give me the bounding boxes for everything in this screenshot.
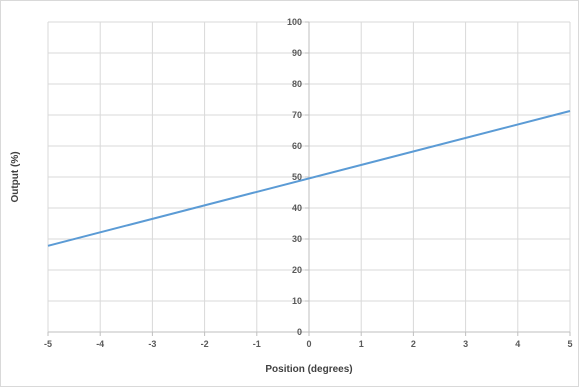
y-tick-label: 100: [287, 17, 302, 27]
x-tick-label: -1: [253, 339, 261, 349]
x-tick-labels: -5 -4 -3 -2 -1 0 1 2 3 4 5: [44, 339, 573, 349]
y-tick-label: 20: [292, 265, 302, 275]
y-tick-label: 0: [297, 327, 302, 337]
x-tick-label: 4: [515, 339, 520, 349]
series-line: [47, 110, 571, 247]
y-tick-label: 60: [292, 141, 302, 151]
x-tick-label: -4: [96, 339, 104, 349]
x-tick-label: 2: [411, 339, 416, 349]
y-axis-title: Output (%): [10, 151, 21, 202]
x-tick-label: -2: [201, 339, 209, 349]
y-tick-label: 50: [292, 172, 302, 182]
axes: [47, 21, 571, 336]
y-tick-label: 90: [292, 48, 302, 58]
y-tick-label: 10: [292, 296, 302, 306]
x-tick-label: 0: [306, 339, 311, 349]
y-tick-label: 80: [292, 79, 302, 89]
y-tick-labels: 0 10 20 30 40 50 60 70 80 90 100: [287, 17, 302, 337]
x-axis-title: Position (degrees): [265, 364, 352, 375]
y-tick-label: 40: [292, 203, 302, 213]
y-tick-label: 70: [292, 110, 302, 120]
x-tick-label: 1: [359, 339, 364, 349]
y-tick-label: 30: [292, 234, 302, 244]
x-tick-label: 3: [463, 339, 468, 349]
x-tick-label: -3: [148, 339, 156, 349]
x-tick-label: 5: [567, 339, 572, 349]
x-tick-label: -5: [44, 339, 52, 349]
series-layer: [47, 110, 571, 247]
